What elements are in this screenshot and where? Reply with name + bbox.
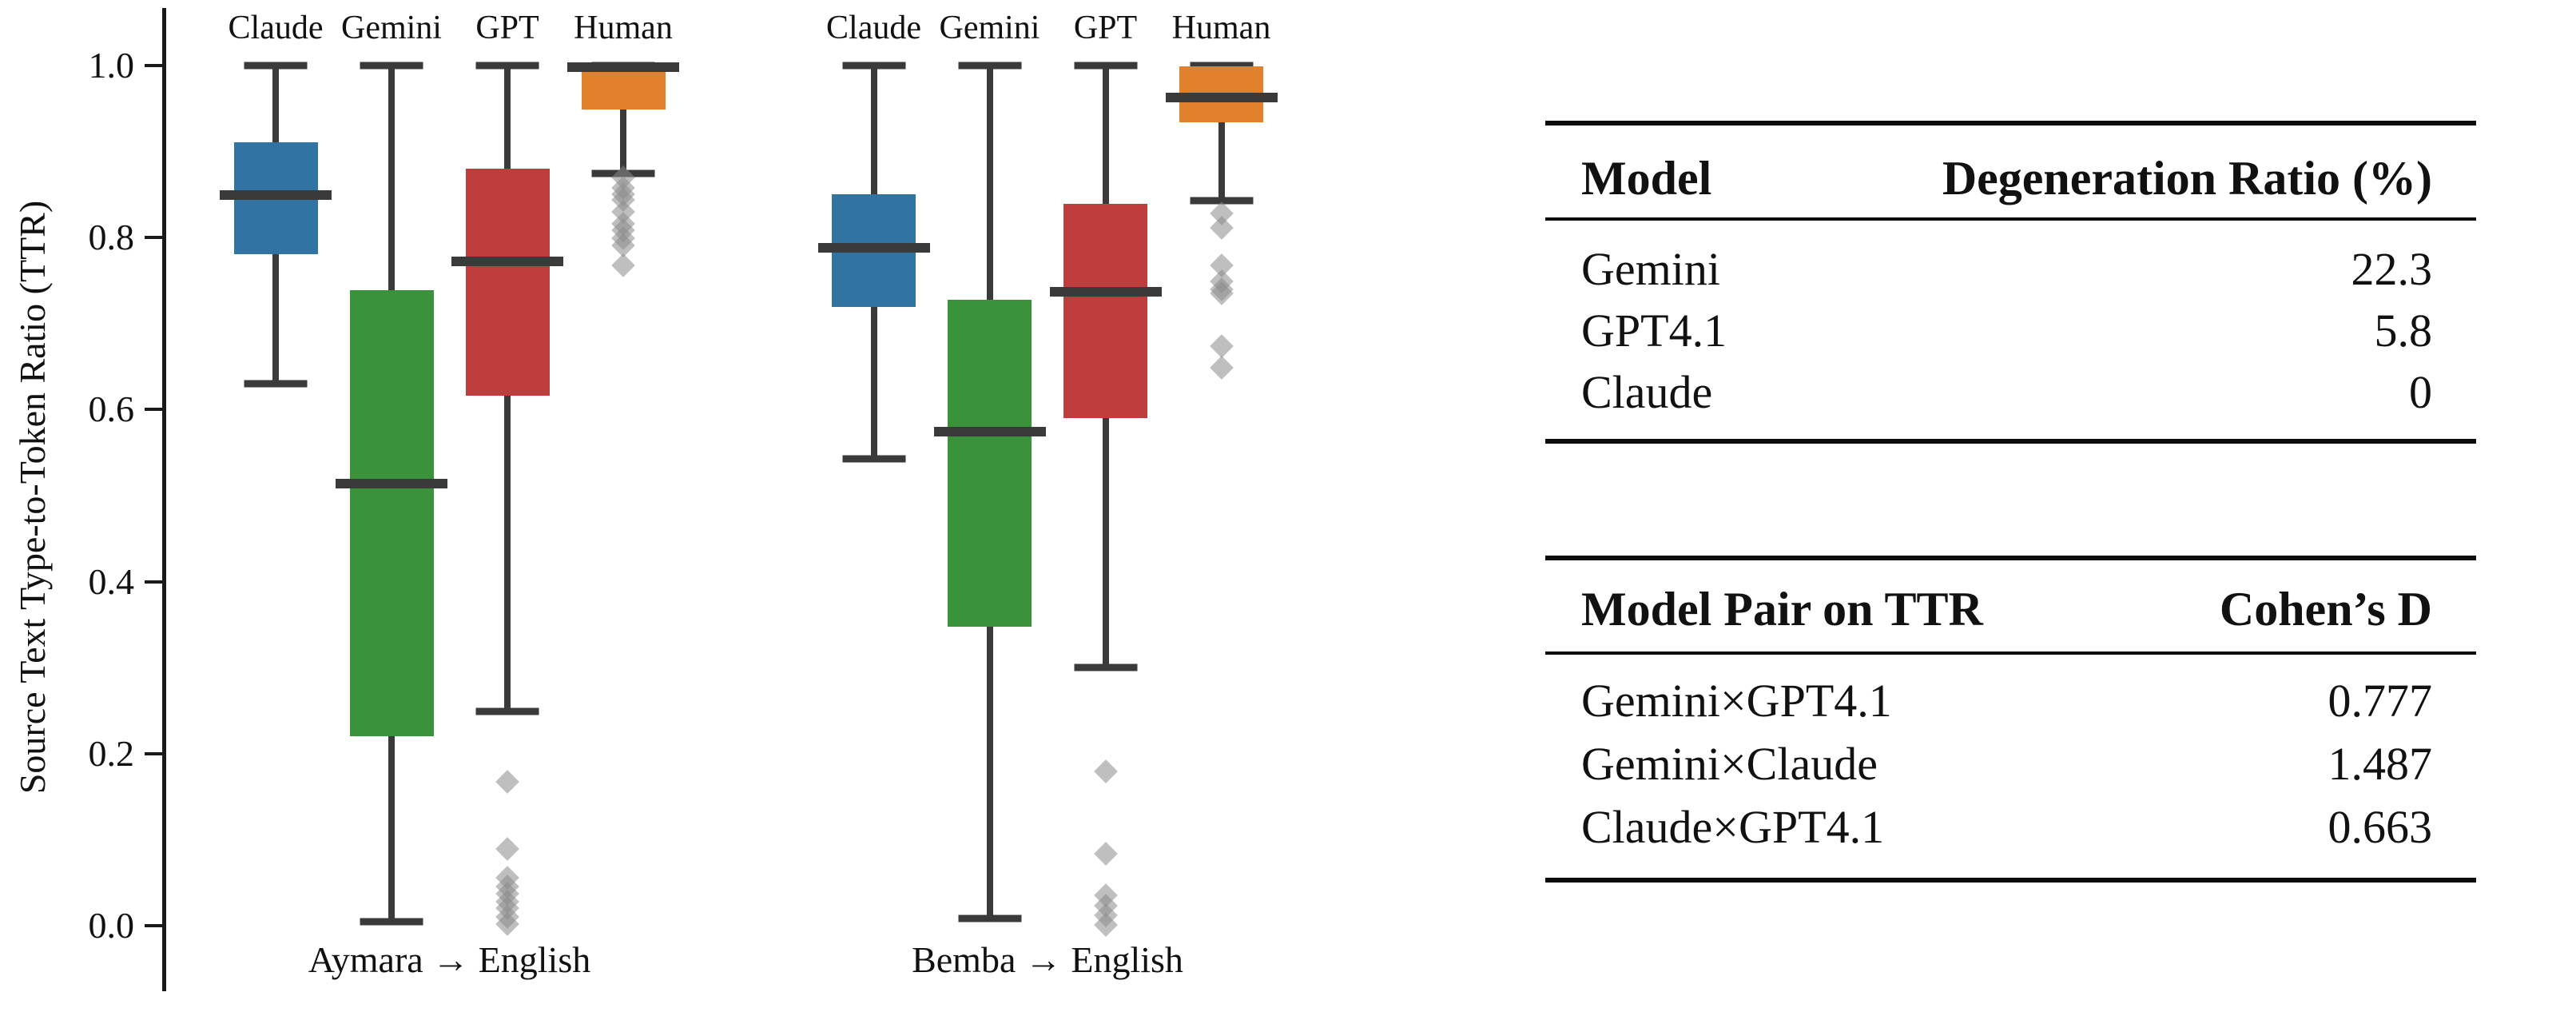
whisker-upper xyxy=(987,66,993,300)
whisker-cap-upper xyxy=(842,62,905,70)
whisker-upper xyxy=(272,66,279,142)
box xyxy=(1063,204,1147,418)
y-tick-mark xyxy=(145,64,164,67)
outlier-marker xyxy=(1210,356,1234,380)
whisker-lower xyxy=(272,254,279,384)
whisker-cap-lower xyxy=(842,455,905,462)
y-tick-label: 0.6 xyxy=(38,391,134,428)
table-mid-rule xyxy=(1545,651,2476,655)
outlier-marker xyxy=(1210,217,1234,241)
whisker-cap-lower xyxy=(1074,664,1137,671)
whisker-lower xyxy=(504,396,511,711)
box xyxy=(350,290,434,736)
median-line xyxy=(336,479,447,488)
table-top-rule xyxy=(1545,556,2476,560)
y-tick-label: 0.4 xyxy=(38,564,134,600)
y-tick-mark xyxy=(145,752,164,755)
whisker-lower xyxy=(987,627,993,919)
table-row-value: 1.487 xyxy=(2328,741,2433,787)
box-column-label: Human xyxy=(543,11,703,45)
median-line xyxy=(567,62,679,72)
whisker-lower xyxy=(1103,418,1109,667)
table-header-cohens-d: Cohen’s D xyxy=(2220,585,2432,633)
whisker-cap-upper xyxy=(958,62,1021,70)
whisker-cap-upper xyxy=(244,62,308,70)
y-tick-mark xyxy=(145,580,164,584)
table-row-value: 0.777 xyxy=(2328,678,2433,724)
y-tick-label: 1.0 xyxy=(38,47,134,84)
whisker-cap-lower xyxy=(958,915,1021,922)
table-row-label: Claude×GPT4.1 xyxy=(1581,804,1884,851)
outlier-marker xyxy=(611,253,635,277)
outlier-marker xyxy=(495,770,519,794)
y-tick-label: 0.8 xyxy=(38,219,134,256)
median-line xyxy=(934,427,1046,436)
table-cohens-d: Model Pair on TTR Cohen’s D Gemini×GPT4.… xyxy=(1545,0,2476,919)
outlier-marker xyxy=(1094,760,1118,784)
median-line xyxy=(818,243,930,253)
table-row-label: Gemini×GPT4.1 xyxy=(1581,678,1892,724)
y-tick-mark xyxy=(145,408,164,411)
x-group-label: Aymara → English xyxy=(210,942,690,978)
y-tick-label: 0.2 xyxy=(38,735,134,772)
whisker-cap-lower xyxy=(476,708,539,715)
whisker-cap-upper xyxy=(360,62,423,70)
whisker-cap-lower xyxy=(360,918,423,925)
whisker-upper xyxy=(871,66,877,194)
y-tick-label: 0.0 xyxy=(38,907,134,944)
table-bottom-rule xyxy=(1545,878,2476,883)
whisker-lower xyxy=(388,736,395,921)
whisker-cap-upper xyxy=(476,62,539,70)
whisker-cap-lower xyxy=(244,381,308,388)
box xyxy=(466,169,550,396)
plot-area: 1.00.80.60.40.20.0Aymara → EnglishClaude… xyxy=(0,0,1398,1036)
outlier-marker xyxy=(495,837,519,861)
outlier-marker xyxy=(1094,842,1118,866)
whisker-cap-upper xyxy=(1074,62,1137,70)
outlier-marker xyxy=(1210,334,1234,358)
table-row-label: Gemini×Claude xyxy=(1581,741,1878,787)
y-tick-mark xyxy=(145,236,164,239)
box xyxy=(582,66,666,110)
median-line xyxy=(451,257,563,266)
table-row-value: 0.663 xyxy=(2328,804,2433,851)
whisker-lower xyxy=(620,110,626,173)
whisker-upper xyxy=(388,66,395,290)
table-header-model-pair: Model Pair on TTR xyxy=(1581,585,1983,633)
median-line xyxy=(1050,287,1162,297)
median-line xyxy=(1166,93,1278,102)
whisker-lower xyxy=(1218,122,1225,201)
boxplot-figure: Source Text Type-to-Token Ratio (TTR) 1.… xyxy=(0,0,1398,1036)
box-column-label: Human xyxy=(1142,11,1302,45)
whisker-upper xyxy=(1103,66,1109,204)
whisker-lower xyxy=(871,307,877,458)
x-group-label: Bemba → English xyxy=(808,942,1287,978)
median-line xyxy=(220,190,332,200)
y-tick-mark xyxy=(145,924,164,927)
whisker-upper xyxy=(504,66,511,169)
box xyxy=(948,300,1032,627)
